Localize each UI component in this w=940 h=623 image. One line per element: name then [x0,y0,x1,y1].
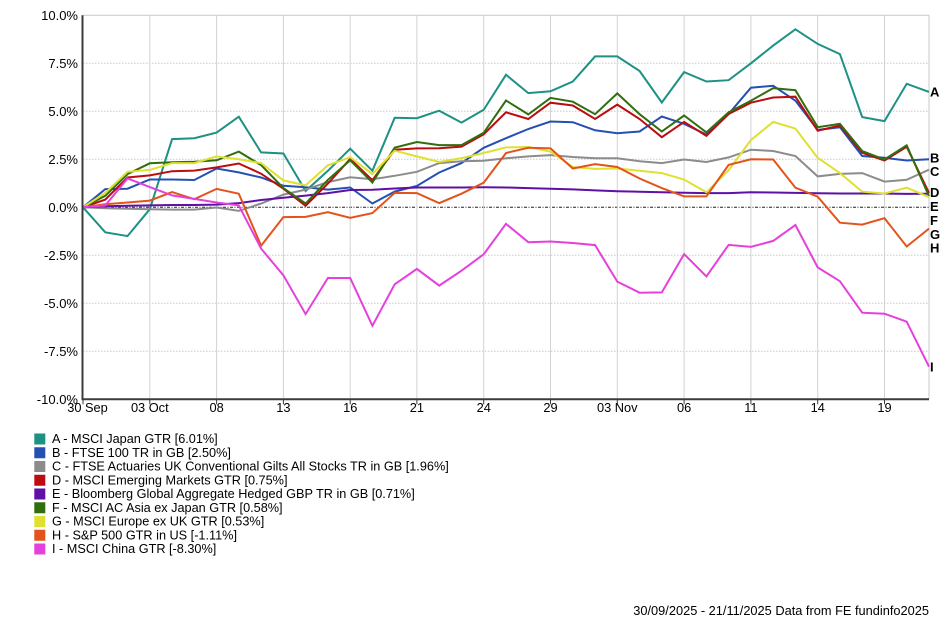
svg-text:B: B [930,151,939,166]
svg-text:D - MSCI Emerging Markets GTR: D - MSCI Emerging Markets GTR [0.75%] [52,473,287,487]
svg-text:30 Sep: 30 Sep [67,400,108,415]
svg-text:-7.5%: -7.5% [44,344,78,359]
svg-text:B - FTSE 100 TR in GB [2.50%]: B - FTSE 100 TR in GB [2.50%] [52,446,231,460]
svg-text:A - MSCI Japan GTR [6.01%]: A - MSCI Japan GTR [6.01%] [52,432,218,446]
svg-text:11: 11 [744,400,757,415]
svg-text:F - MSCI AC Asia ex Japan GTR: F - MSCI AC Asia ex Japan GTR [0.58%] [52,501,283,515]
svg-text:0.0%: 0.0% [48,200,78,215]
svg-text:30/09/2025 - 21/11/2025 Data f: 30/09/2025 - 21/11/2025 Data from FE fun… [633,603,929,618]
svg-text:24: 24 [477,400,491,415]
svg-text:19: 19 [877,400,891,415]
svg-text:I: I [930,360,934,375]
svg-text:G: G [930,227,940,242]
svg-text:H - S&P 500 GTR in US [-1.11%]: H - S&P 500 GTR in US [-1.11%] [52,528,237,542]
svg-text:29: 29 [543,400,557,415]
svg-text:03 Oct: 03 Oct [131,400,169,415]
svg-text:03 Nov: 03 Nov [597,400,638,415]
svg-text:14: 14 [811,400,825,415]
svg-text:21: 21 [410,400,424,415]
svg-text:2.5%: 2.5% [48,152,78,167]
svg-text:C - FTSE Actuaries UK Conventi: C - FTSE Actuaries UK Conventional Gilts… [52,460,449,474]
svg-text:16: 16 [343,400,357,415]
svg-text:-10.0%: -10.0% [37,392,79,407]
svg-text:C: C [930,164,940,179]
svg-text:F: F [930,213,938,228]
svg-text:E - Bloomberg Global Aggregate: E - Bloomberg Global Aggregate Hedged GB… [52,487,415,501]
svg-text:E: E [930,199,939,214]
svg-text:10.0%: 10.0% [41,8,78,23]
svg-text:H: H [930,241,939,256]
svg-text:-2.5%: -2.5% [44,248,78,263]
svg-text:13: 13 [276,400,290,415]
svg-text:5.0%: 5.0% [48,104,78,119]
svg-text:08: 08 [209,400,223,415]
svg-text:G - MSCI Europe ex UK GTR [0.5: G - MSCI Europe ex UK GTR [0.53%] [52,515,264,529]
svg-text:-5.0%: -5.0% [44,296,78,311]
svg-text:A: A [930,85,940,100]
svg-text:I - MSCI China GTR [-8.30%]: I - MSCI China GTR [-8.30%] [52,542,216,556]
svg-text:7.5%: 7.5% [48,56,78,71]
svg-text:D: D [930,185,939,200]
svg-text:06: 06 [677,400,691,415]
